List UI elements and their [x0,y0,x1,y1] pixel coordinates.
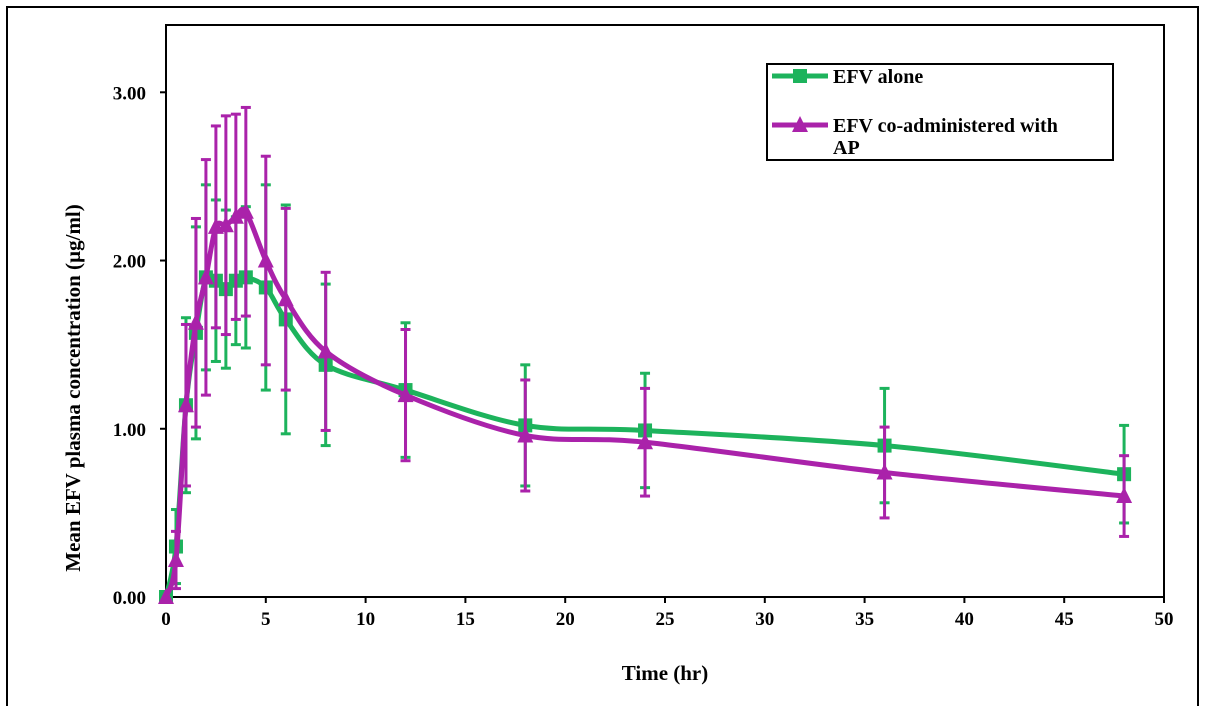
legend-swatch-marker [793,69,807,83]
data-point [517,426,534,443]
data-point [876,463,893,480]
data-point [217,216,234,233]
y-tick-label: 0.00 [113,588,146,609]
x-tick-label: 25 [656,609,675,630]
data-point [257,251,274,268]
x-tick-label: 20 [556,609,575,630]
legend-box [766,63,1114,161]
x-tick-label: 30 [755,609,774,630]
data-point [167,550,184,567]
x-tick-label: 5 [261,609,271,630]
legend: EFV alone EFV co-administered with AP [766,63,1114,161]
legend-label: EFV co-administered with AP [833,115,1058,159]
data-point [237,202,254,219]
data-point [158,588,174,604]
x-tick-label: 40 [955,609,974,630]
y-tick-label: 3.00 [113,83,146,104]
y-tick-label: 2.00 [113,252,146,273]
y-tick-label: 1.00 [113,420,146,441]
x-tick-label: 35 [855,609,874,630]
data-point [197,268,214,285]
legend-label: EFV alone [833,66,923,88]
x-tick-label: 50 [1155,609,1174,630]
data-point [317,342,334,359]
x-tick-label: 45 [1055,609,1074,630]
axis-layer: 0 5 10 15 20 25 30 35 40 45 50 0.00 1.00 2.00 3.00 [113,83,1174,630]
data-point [1116,487,1133,504]
data-point [277,290,294,307]
data-point [397,386,414,403]
y-axis-label: Mean EFV plasma concentration (µg/ml) [61,204,85,572]
x-tick-label: 15 [456,609,475,630]
data-point [637,433,654,450]
x-axis-label: Time (hr) [622,661,709,685]
data-point [177,396,194,413]
x-tick-label: 10 [356,609,375,630]
series-2 [158,105,1133,604]
data-point [227,207,244,224]
legend-swatch-marker [792,116,808,132]
data-point [187,313,204,330]
x-tick-label: 0 [161,609,171,630]
series-layer [158,105,1133,604]
